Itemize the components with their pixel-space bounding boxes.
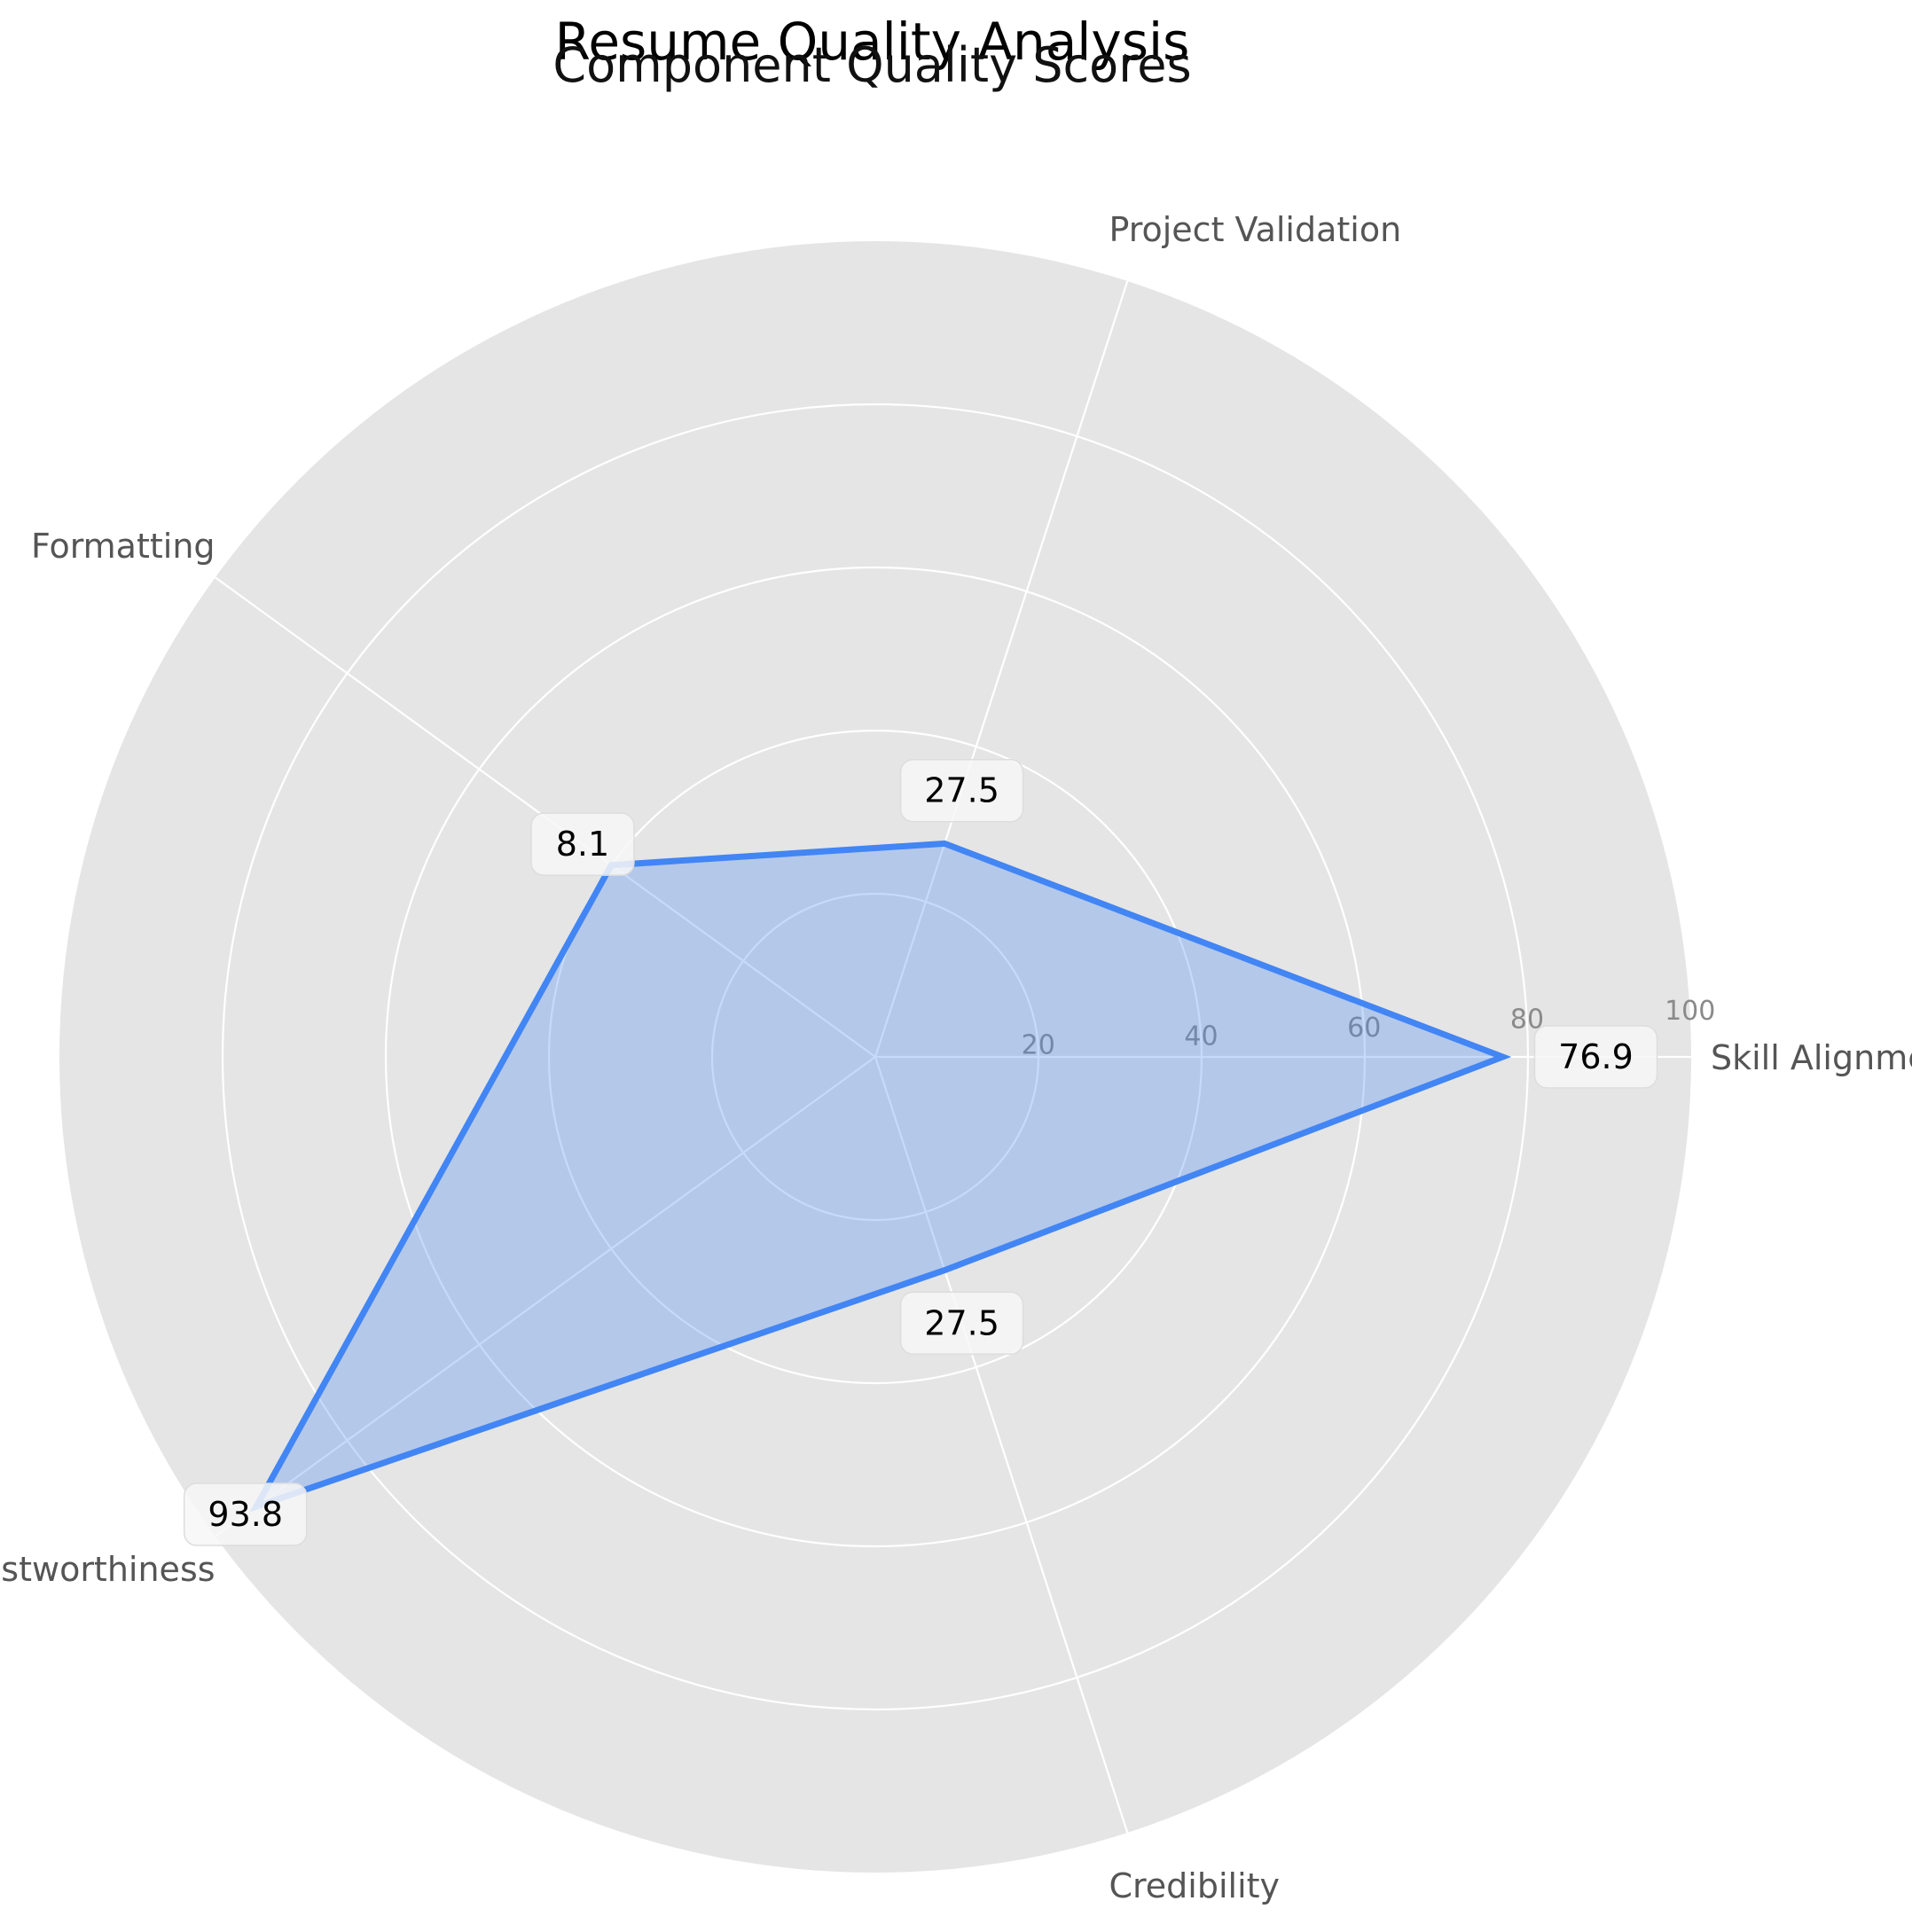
radial-tick-label: 40 bbox=[1184, 1021, 1218, 1052]
value-label-text: 8.1 bbox=[556, 825, 609, 864]
spoke-4 bbox=[874, 1056, 1129, 1834]
value-label: 27.5 bbox=[899, 1291, 1024, 1356]
radial-tick-label: 60 bbox=[1347, 1013, 1381, 1044]
value-label-box bbox=[530, 812, 635, 876]
chart-title: Component Quality Scores bbox=[552, 37, 1192, 93]
figure-suptitle: Resume Quality Analysis bbox=[554, 12, 1190, 72]
value-label: 76.9 bbox=[1533, 1025, 1658, 1089]
category-labels: Skill Alignment Project Validation Formatt… bbox=[0, 210, 1912, 1905]
series-layer bbox=[249, 840, 1512, 1513]
value-label-text: 27.5 bbox=[924, 1303, 999, 1342]
category-label: Credibility bbox=[1109, 1866, 1280, 1905]
value-labels: 76.9 27.5 8.1 93.8 27.5 bbox=[183, 758, 1658, 1546]
value-label: 93.8 bbox=[183, 1482, 308, 1546]
value-label-box bbox=[1533, 1025, 1658, 1089]
value-label: 8.1 bbox=[530, 812, 635, 876]
value-label-box bbox=[899, 1291, 1024, 1356]
value-label-text: 76.9 bbox=[1558, 1037, 1634, 1076]
category-label: Trustworthiness bbox=[0, 1550, 215, 1589]
value-label-text: 93.8 bbox=[208, 1495, 283, 1534]
radial-tick-label: 20 bbox=[1022, 1029, 1055, 1060]
series-fill-area bbox=[255, 843, 1503, 1507]
spoke-1 bbox=[874, 280, 1129, 1058]
category-label: Formatting bbox=[31, 527, 215, 566]
value-label-box bbox=[899, 758, 1024, 823]
value-label-text: 27.5 bbox=[924, 771, 999, 810]
radial-tick-label: 100 bbox=[1665, 996, 1715, 1027]
value-label-box bbox=[183, 1482, 308, 1546]
series-line bbox=[249, 840, 1512, 1513]
spoke-3 bbox=[215, 1056, 876, 1537]
category-label: Project Validation bbox=[1109, 210, 1401, 249]
radial-tick-labels: 20 40 60 80 100 bbox=[1022, 996, 1716, 1061]
category-label: Skill Alignment bbox=[1711, 1038, 1912, 1077]
value-label: 27.5 bbox=[899, 758, 1024, 823]
